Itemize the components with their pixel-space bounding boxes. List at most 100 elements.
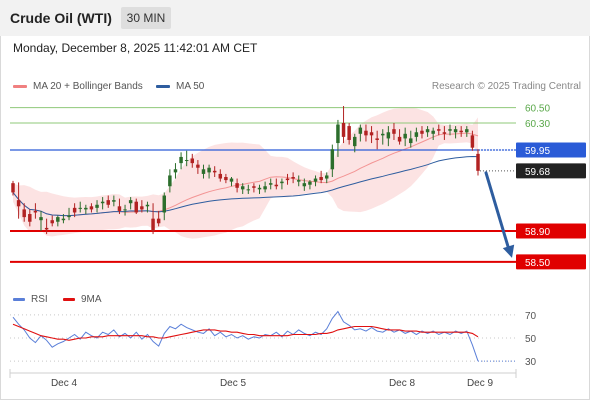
candle-body — [168, 175, 172, 187]
price-label-60-30: 60.30 — [525, 119, 550, 130]
legend-rsi: RSI — [13, 294, 48, 305]
candle-body — [268, 183, 273, 185]
legend-rsi-label: RSI — [31, 294, 48, 305]
candle-body — [173, 169, 178, 173]
interval-badge[interactable]: 30 MIN — [121, 7, 171, 29]
candle-body — [470, 135, 475, 148]
rsi-tick-50: 50 — [525, 334, 537, 345]
candle-body — [128, 200, 133, 204]
candle-body — [448, 129, 452, 131]
candle-body — [437, 129, 441, 131]
candle-body — [67, 215, 71, 218]
candle-body — [296, 180, 301, 182]
instrument-title: Crude Oil (WTI) — [10, 10, 112, 26]
legend-ma50: MA 50 — [156, 81, 204, 92]
candle-body — [409, 138, 413, 144]
candle-body — [112, 200, 116, 202]
legend-bollinger-label: MA 20 + Bollinger Bands — [33, 81, 143, 92]
candle-body — [375, 138, 379, 140]
forecast-arrow-line — [484, 171, 511, 252]
candle-body — [33, 210, 38, 213]
price-label-60-50: 60.50 — [525, 104, 550, 115]
candle-body — [50, 220, 54, 224]
candle-body — [196, 164, 200, 168]
candle-body — [397, 136, 402, 142]
candle-body — [425, 129, 430, 133]
candle-body — [313, 178, 318, 182]
candle-body — [302, 183, 307, 187]
candle-body — [442, 132, 447, 134]
candle-body — [420, 130, 424, 134]
legend-9ma-label: 9MA — [81, 294, 102, 305]
candle-body — [263, 186, 267, 190]
candle-body — [156, 218, 161, 224]
candle-body — [369, 132, 374, 136]
candle-body — [459, 130, 463, 133]
rsi-9ma-line — [12, 323, 479, 341]
candle-body — [123, 209, 127, 211]
candle-body — [84, 207, 88, 210]
candle-body — [140, 206, 144, 210]
candle-body — [465, 129, 469, 133]
candle-body — [291, 177, 295, 179]
candle-body — [106, 200, 110, 205]
price-tag-58-50 — [516, 254, 586, 270]
x-tick-dec-9: Dec 9 — [467, 378, 494, 389]
candle-body — [28, 214, 32, 222]
price-tag-59-68 — [516, 163, 586, 179]
candle-body — [224, 177, 228, 181]
price-tag-58-90 — [516, 223, 586, 239]
candle-body — [201, 169, 206, 174]
ma50-line — [12, 155, 479, 217]
rsi-line — [12, 310, 479, 362]
candle-body — [117, 206, 122, 211]
candle-body — [403, 133, 407, 139]
candle-body — [431, 130, 435, 134]
rsi-tick-70: 70 — [525, 311, 537, 322]
candle-body — [246, 189, 251, 191]
candle-body — [100, 201, 105, 204]
price-label-58-90: 58.90 — [525, 227, 550, 238]
price-tag-59-95 — [516, 142, 586, 158]
candle-body — [257, 187, 262, 190]
legend-bollinger: MA 20 + Bollinger Bands — [13, 81, 143, 92]
candle-body — [22, 209, 26, 218]
candle-body — [16, 200, 21, 207]
candle-body — [78, 207, 82, 209]
candle-body — [151, 218, 155, 231]
legend-ma50-label: MA 50 — [176, 81, 205, 92]
candle-body — [364, 130, 368, 136]
candle-body — [207, 167, 211, 173]
candle-body — [414, 132, 419, 137]
candle-body — [39, 217, 43, 221]
candle-body — [453, 129, 458, 133]
candle-body — [212, 170, 217, 173]
candle-body — [330, 149, 335, 170]
candle-body — [72, 207, 77, 213]
candle-body — [324, 175, 329, 179]
candle-body — [336, 124, 340, 144]
legend-9ma: 9MA — [63, 294, 102, 305]
x-tick-dec-8: Dec 8 — [389, 378, 416, 389]
candle-body — [358, 127, 363, 134]
candle-body — [95, 204, 99, 208]
ma9-swatch-icon — [63, 297, 75, 301]
research-credit: Research © 2025 Trading Central — [431, 81, 581, 92]
candle-body — [347, 126, 351, 140]
price-label-59-95: 59.95 — [525, 146, 550, 157]
candle-body — [285, 178, 290, 181]
candle-body — [274, 184, 279, 187]
candle-body — [56, 217, 60, 222]
rsi-tick-30: 30 — [525, 357, 537, 368]
x-tick-dec-4: Dec 4 — [51, 378, 78, 389]
candle-body — [89, 206, 94, 210]
candle-body — [134, 201, 138, 213]
candle-body — [341, 123, 346, 137]
candle-body — [229, 178, 234, 182]
datetime-label: Monday, December 8, 2025 11:42:01 AM CET — [13, 41, 258, 55]
candle-body — [476, 153, 480, 171]
candle-body — [179, 156, 183, 164]
header-bar — [0, 0, 590, 36]
bollinger-band-area — [13, 107, 478, 239]
